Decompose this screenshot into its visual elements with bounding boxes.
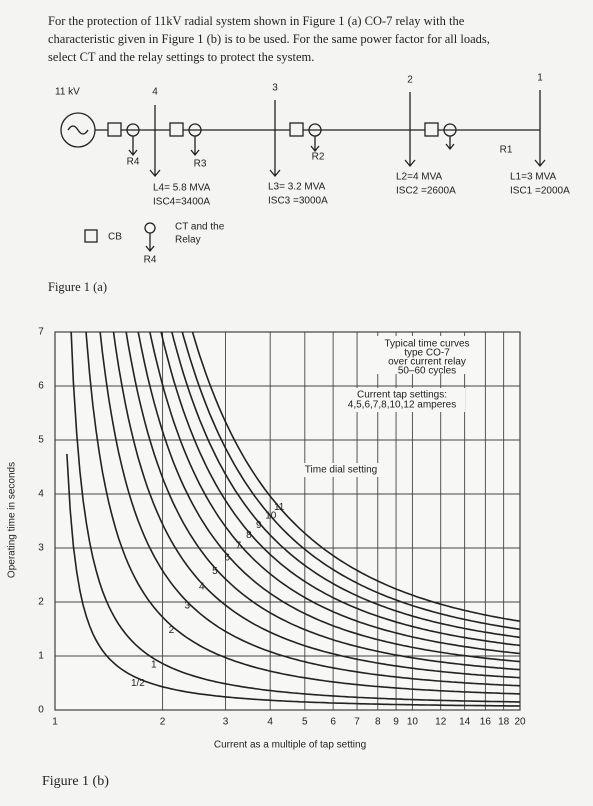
legend-cb-symbol (84, 229, 98, 243)
legend-ct: CT and the (175, 222, 225, 233)
load-label: L1=3 MVA (510, 172, 557, 183)
relay-label: R1 (500, 145, 513, 156)
dial-label: 5 (212, 566, 218, 577)
x-tick-label: 4 (267, 717, 273, 728)
load-isc: ISC4=3400A (153, 197, 210, 208)
y-tick-label: 0 (38, 705, 44, 716)
time-curve (181, 332, 520, 631)
load-label: L2=4 MVA (396, 172, 443, 183)
x-tick-label: 10 (407, 717, 419, 728)
chart: Figure 1 (b) Current as a multiple of ta… (7, 327, 526, 790)
time-curve (70, 332, 520, 703)
bus-label: 1 (537, 73, 543, 84)
legend-ct-arrow (145, 233, 155, 253)
annotation-box (345, 388, 465, 412)
load-label: L3= 3.2 MVA (268, 182, 326, 193)
y-tick-label: 4 (38, 489, 44, 500)
relay-label: R2 (312, 152, 325, 163)
dial-label: 1 (151, 659, 157, 670)
x-axis-label: Current as a multiple of tap setting (214, 740, 366, 751)
time-curve (171, 332, 520, 639)
y-tick-label: 6 (38, 381, 44, 392)
y-axis-label: Operating time in seconds (7, 462, 18, 578)
annotation: over current relay (388, 357, 466, 368)
dial-label: 2 (169, 625, 175, 636)
load-isc: ISC1 =2000A (510, 186, 570, 197)
breakers (107, 122, 457, 157)
annotation: Time dial setting (305, 465, 377, 476)
load-isc: ISC2 =2600A (396, 186, 456, 197)
dial-label: 9 (256, 520, 262, 531)
time-curve (85, 332, 520, 695)
x-tick-label: 7 (354, 717, 360, 728)
relay-label: R3 (194, 159, 207, 170)
dial-label: 6 (224, 552, 230, 563)
relay-label: R4 (127, 157, 140, 168)
dial-label: 3 (185, 600, 191, 611)
dial-label: 11 (274, 502, 285, 513)
y-tick-label: 1 (38, 651, 44, 662)
annotation: type CO-7 (404, 348, 450, 359)
figure-caption: Figure 1 (b) (42, 774, 109, 789)
x-tick-label: 9 (393, 717, 399, 728)
dial-label: 1/2 (131, 678, 145, 689)
time-curve (149, 332, 520, 655)
problem-text: select CT and the relay settings to prot… (48, 50, 314, 64)
time-curve (99, 332, 520, 687)
dial-label: 10 (265, 511, 277, 522)
legend-cb: CB (108, 232, 122, 243)
problem-text: characteristic given in Figure 1 (b) is … (48, 32, 490, 46)
generator-symbol (67, 125, 89, 135)
y-tick-label: 3 (38, 543, 44, 554)
bus-label: 4 (152, 87, 158, 98)
annotation: 50–60 cycles (398, 366, 456, 377)
buses (149, 90, 546, 178)
annotation-box (296, 463, 386, 477)
time-curve (137, 332, 520, 663)
source-label: 11 kV (55, 87, 80, 98)
time-curve (125, 332, 520, 671)
time-curve (160, 332, 520, 647)
x-tick-label: 18 (498, 717, 510, 728)
x-tick-label: 1 (52, 717, 58, 728)
legend-ct: Relay (175, 235, 201, 246)
figure-caption: Figure 1 (a) (48, 280, 107, 294)
dial-label: 7 (236, 541, 242, 552)
x-tick-label: 3 (223, 717, 229, 728)
x-tick-label: 20 (514, 717, 526, 728)
time-curve (66, 453, 520, 707)
y-tick-label: 7 (38, 327, 44, 338)
y-tick-label: 5 (38, 435, 44, 446)
time-curve (112, 332, 520, 679)
bus-label: 3 (272, 83, 278, 94)
x-tick-label: 6 (330, 717, 336, 728)
annotation: 4,5,6,7,8,10,12 amperes (348, 400, 456, 411)
load-isc: ISC3 =3000A (268, 196, 328, 207)
x-tick-label: 2 (160, 717, 166, 728)
single-line-diagram: 11 kV 4 3 2 1 R4 R3 R2 R1 L4= 5.8 MVA IS… (48, 73, 570, 294)
time-curve (191, 332, 520, 622)
y-tick-label: 2 (38, 597, 44, 608)
dial-label: 4 (199, 581, 205, 592)
dial-label: 8 (246, 530, 252, 541)
annotation-box (372, 336, 482, 374)
x-tick-label: 16 (480, 717, 492, 728)
x-tick-label: 14 (459, 717, 471, 728)
x-tick-label: 12 (435, 717, 447, 728)
annotation: Typical time curves (384, 339, 469, 350)
load-label: L4= 5.8 MVA (153, 183, 211, 194)
x-tick-label: 5 (302, 717, 308, 728)
annotation: Current tap settings: (357, 390, 447, 401)
problem-text: For the protection of 11kV radial system… (48, 14, 465, 28)
bus-label: 2 (407, 75, 413, 86)
x-tick-label: 8 (375, 717, 381, 728)
legend-relay: R4 (144, 255, 157, 266)
